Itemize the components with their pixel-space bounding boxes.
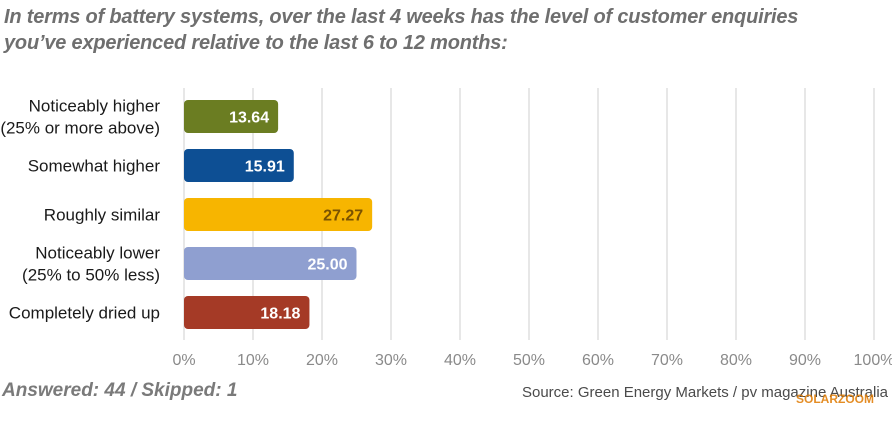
category-labels: Noticeably higher (25% or more above) Some…	[0, 97, 160, 323]
bar	[184, 149, 294, 182]
x-tick-label: 50%	[513, 352, 545, 369]
x-tick-label: 40%	[444, 352, 476, 369]
category-label: (25% to 50% less)	[22, 266, 160, 285]
watermark: SOLARZOOM	[796, 392, 874, 406]
x-tick-label: 100%	[854, 352, 892, 369]
x-tick-label: 20%	[306, 352, 338, 369]
bar-value-label: 15.91	[245, 159, 285, 176]
bar-value-label: 27.27	[323, 208, 363, 225]
category-label: Roughly similar	[44, 206, 161, 225]
category-label: Noticeably lower	[35, 244, 160, 263]
x-tick-label: 30%	[375, 352, 407, 369]
x-tick-label: 80%	[720, 352, 752, 369]
category-label: Somewhat higher	[28, 157, 161, 176]
bar-value-label: 25.00	[307, 257, 347, 274]
bar-value-label: 13.64	[229, 110, 269, 127]
x-tick-label: 90%	[789, 352, 821, 369]
x-tick-label: 0%	[172, 352, 195, 369]
bar	[184, 296, 310, 329]
x-tick-label: 70%	[651, 352, 683, 369]
category-label: (25% or more above)	[0, 119, 160, 138]
response-count: Answered: 44 / Skipped: 1	[2, 380, 238, 401]
category-label: Noticeably higher	[29, 97, 161, 116]
x-tick-label: 10%	[237, 352, 269, 369]
x-tick-label: 60%	[582, 352, 614, 369]
bar-value-label: 18.18	[260, 306, 300, 323]
bar	[184, 247, 357, 280]
bar	[184, 198, 373, 231]
bar	[184, 100, 279, 133]
bars: 13.64 15.91 27.27 25.00 18.18	[184, 100, 373, 329]
chart-title: In terms of battery systems, over the la…	[4, 6, 799, 54]
source-note: Source: Green Energy Markets / pv magazi…	[521, 384, 888, 401]
category-label: Completely dried up	[9, 304, 160, 323]
x-tick-labels: 0% 10% 20% 30% 40% 50% 60% 70% 80% 90% 100%	[172, 352, 892, 369]
